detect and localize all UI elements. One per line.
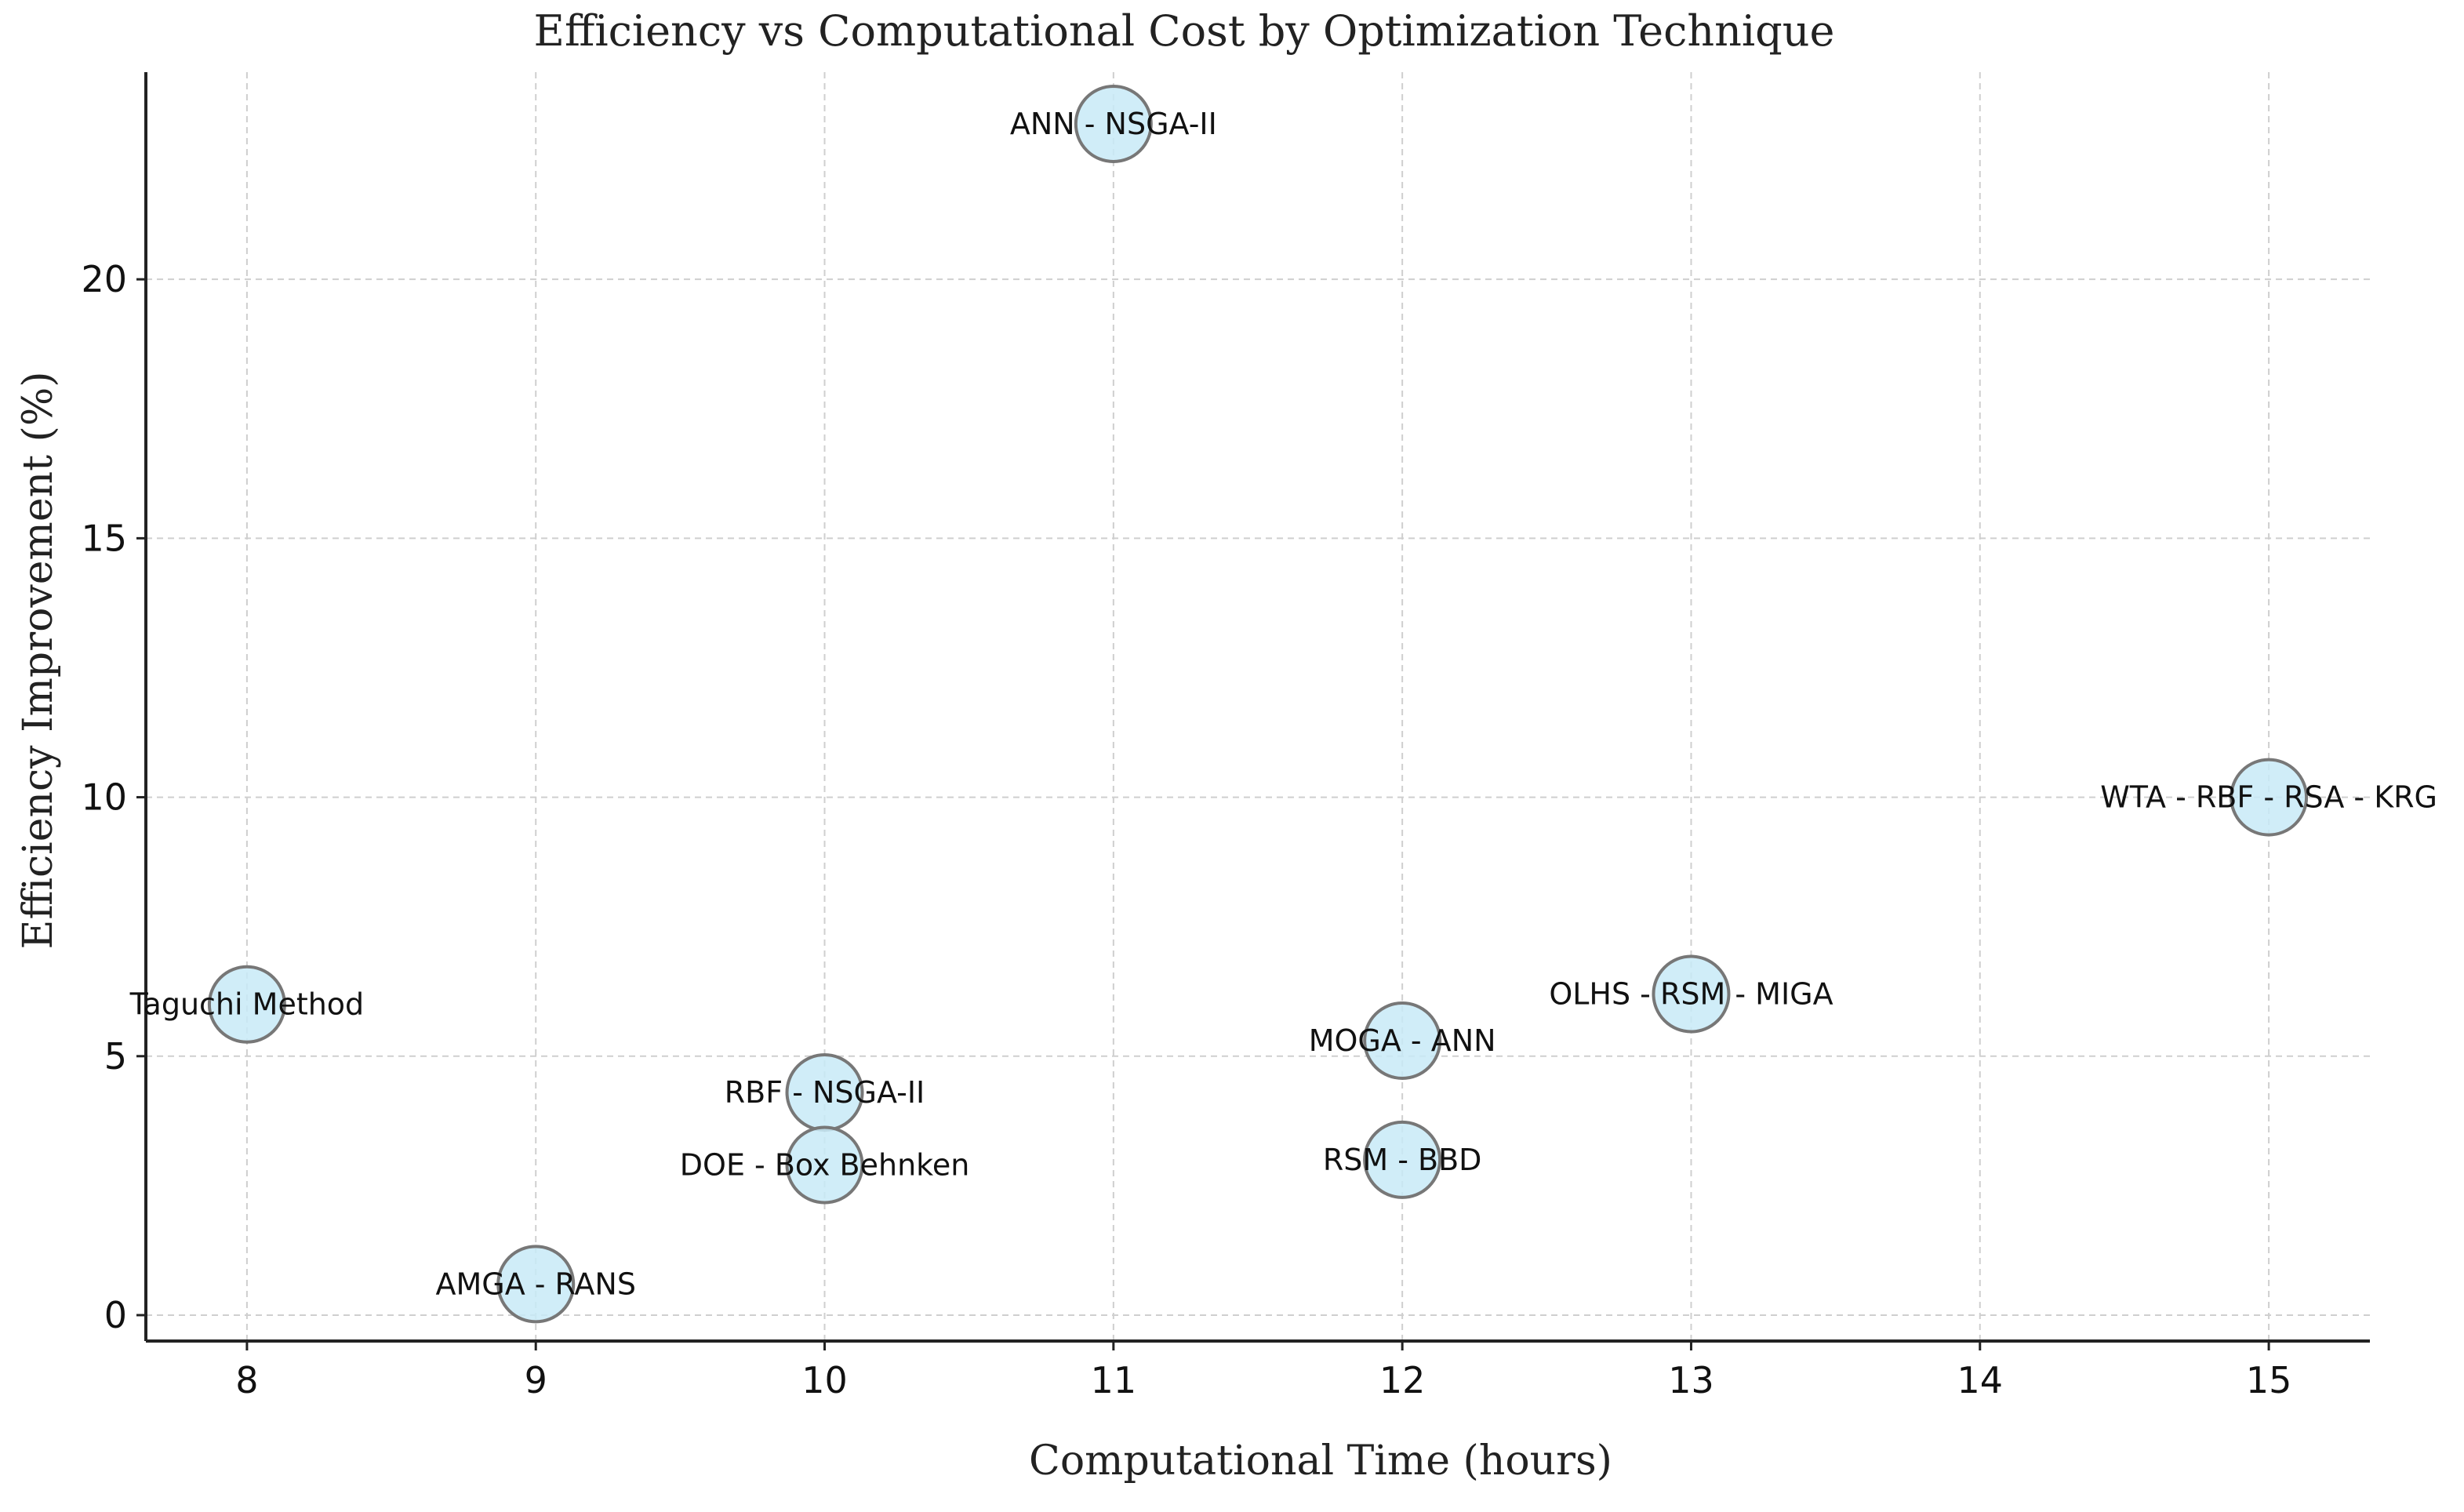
x-tick-label: 15 <box>2246 1359 2292 1401</box>
y-axis-label: Efficiency Improvement (%) <box>15 371 62 949</box>
label-layer: ANN - NSGA-II WTA - RBF - RSA - KRG Taguch… <box>129 107 2437 1301</box>
data-point-label: Taguchi Method <box>129 987 365 1022</box>
data-point <box>2230 758 2309 837</box>
data-point-label: ANN - NSGA-II <box>1010 107 1217 141</box>
data-point-label: MOGA - ANN <box>1309 1023 1496 1058</box>
data-point <box>1652 954 1731 1034</box>
x-tick-label: 12 <box>1379 1359 1426 1401</box>
x-tick-label: 9 <box>525 1359 547 1401</box>
data-point <box>496 1245 576 1324</box>
data-point <box>1363 1001 1442 1080</box>
y-tick-label: 15 <box>81 517 127 559</box>
y-tick-label: 0 <box>104 1294 127 1336</box>
y-tick-label: 20 <box>81 258 127 300</box>
data-point <box>785 1125 864 1205</box>
bubble-layer <box>207 85 2309 1324</box>
data-point-label: WTA - RBF - RSA - KRG <box>2100 780 2437 815</box>
data-point-label: RSM - BBD <box>1323 1143 1482 1177</box>
y-tick-label: 10 <box>81 776 127 819</box>
data-point-label: AMGA - RANS <box>435 1267 636 1301</box>
data-point-label: DOE - Box Behnken <box>680 1147 970 1182</box>
x-tick-label: 14 <box>1957 1359 2004 1401</box>
axis-layer <box>144 72 2370 1343</box>
data-point <box>1074 85 1153 164</box>
y-tick-label: 5 <box>104 1035 127 1078</box>
grid-layer <box>146 72 2370 1341</box>
data-point-label: RBF - NSGA-II <box>725 1075 925 1110</box>
x-axis-label: Computational Time (hours) <box>1029 1437 1612 1485</box>
data-point-label: OLHS - RSM - MIGA <box>1549 977 1833 1012</box>
chart-title: Efficiency vs Computational Cost by Opti… <box>534 6 1835 56</box>
x-tick-label: 10 <box>801 1359 848 1401</box>
x-tick-label: 8 <box>235 1359 258 1401</box>
x-tick-label: 13 <box>1668 1359 1714 1401</box>
data-point <box>1363 1120 1442 1199</box>
tick-layer: 8 9 10 11 12 13 14 15 0 5 10 15 20 <box>81 258 2291 1401</box>
data-point <box>207 965 286 1044</box>
x-tick-label: 11 <box>1091 1359 1137 1401</box>
